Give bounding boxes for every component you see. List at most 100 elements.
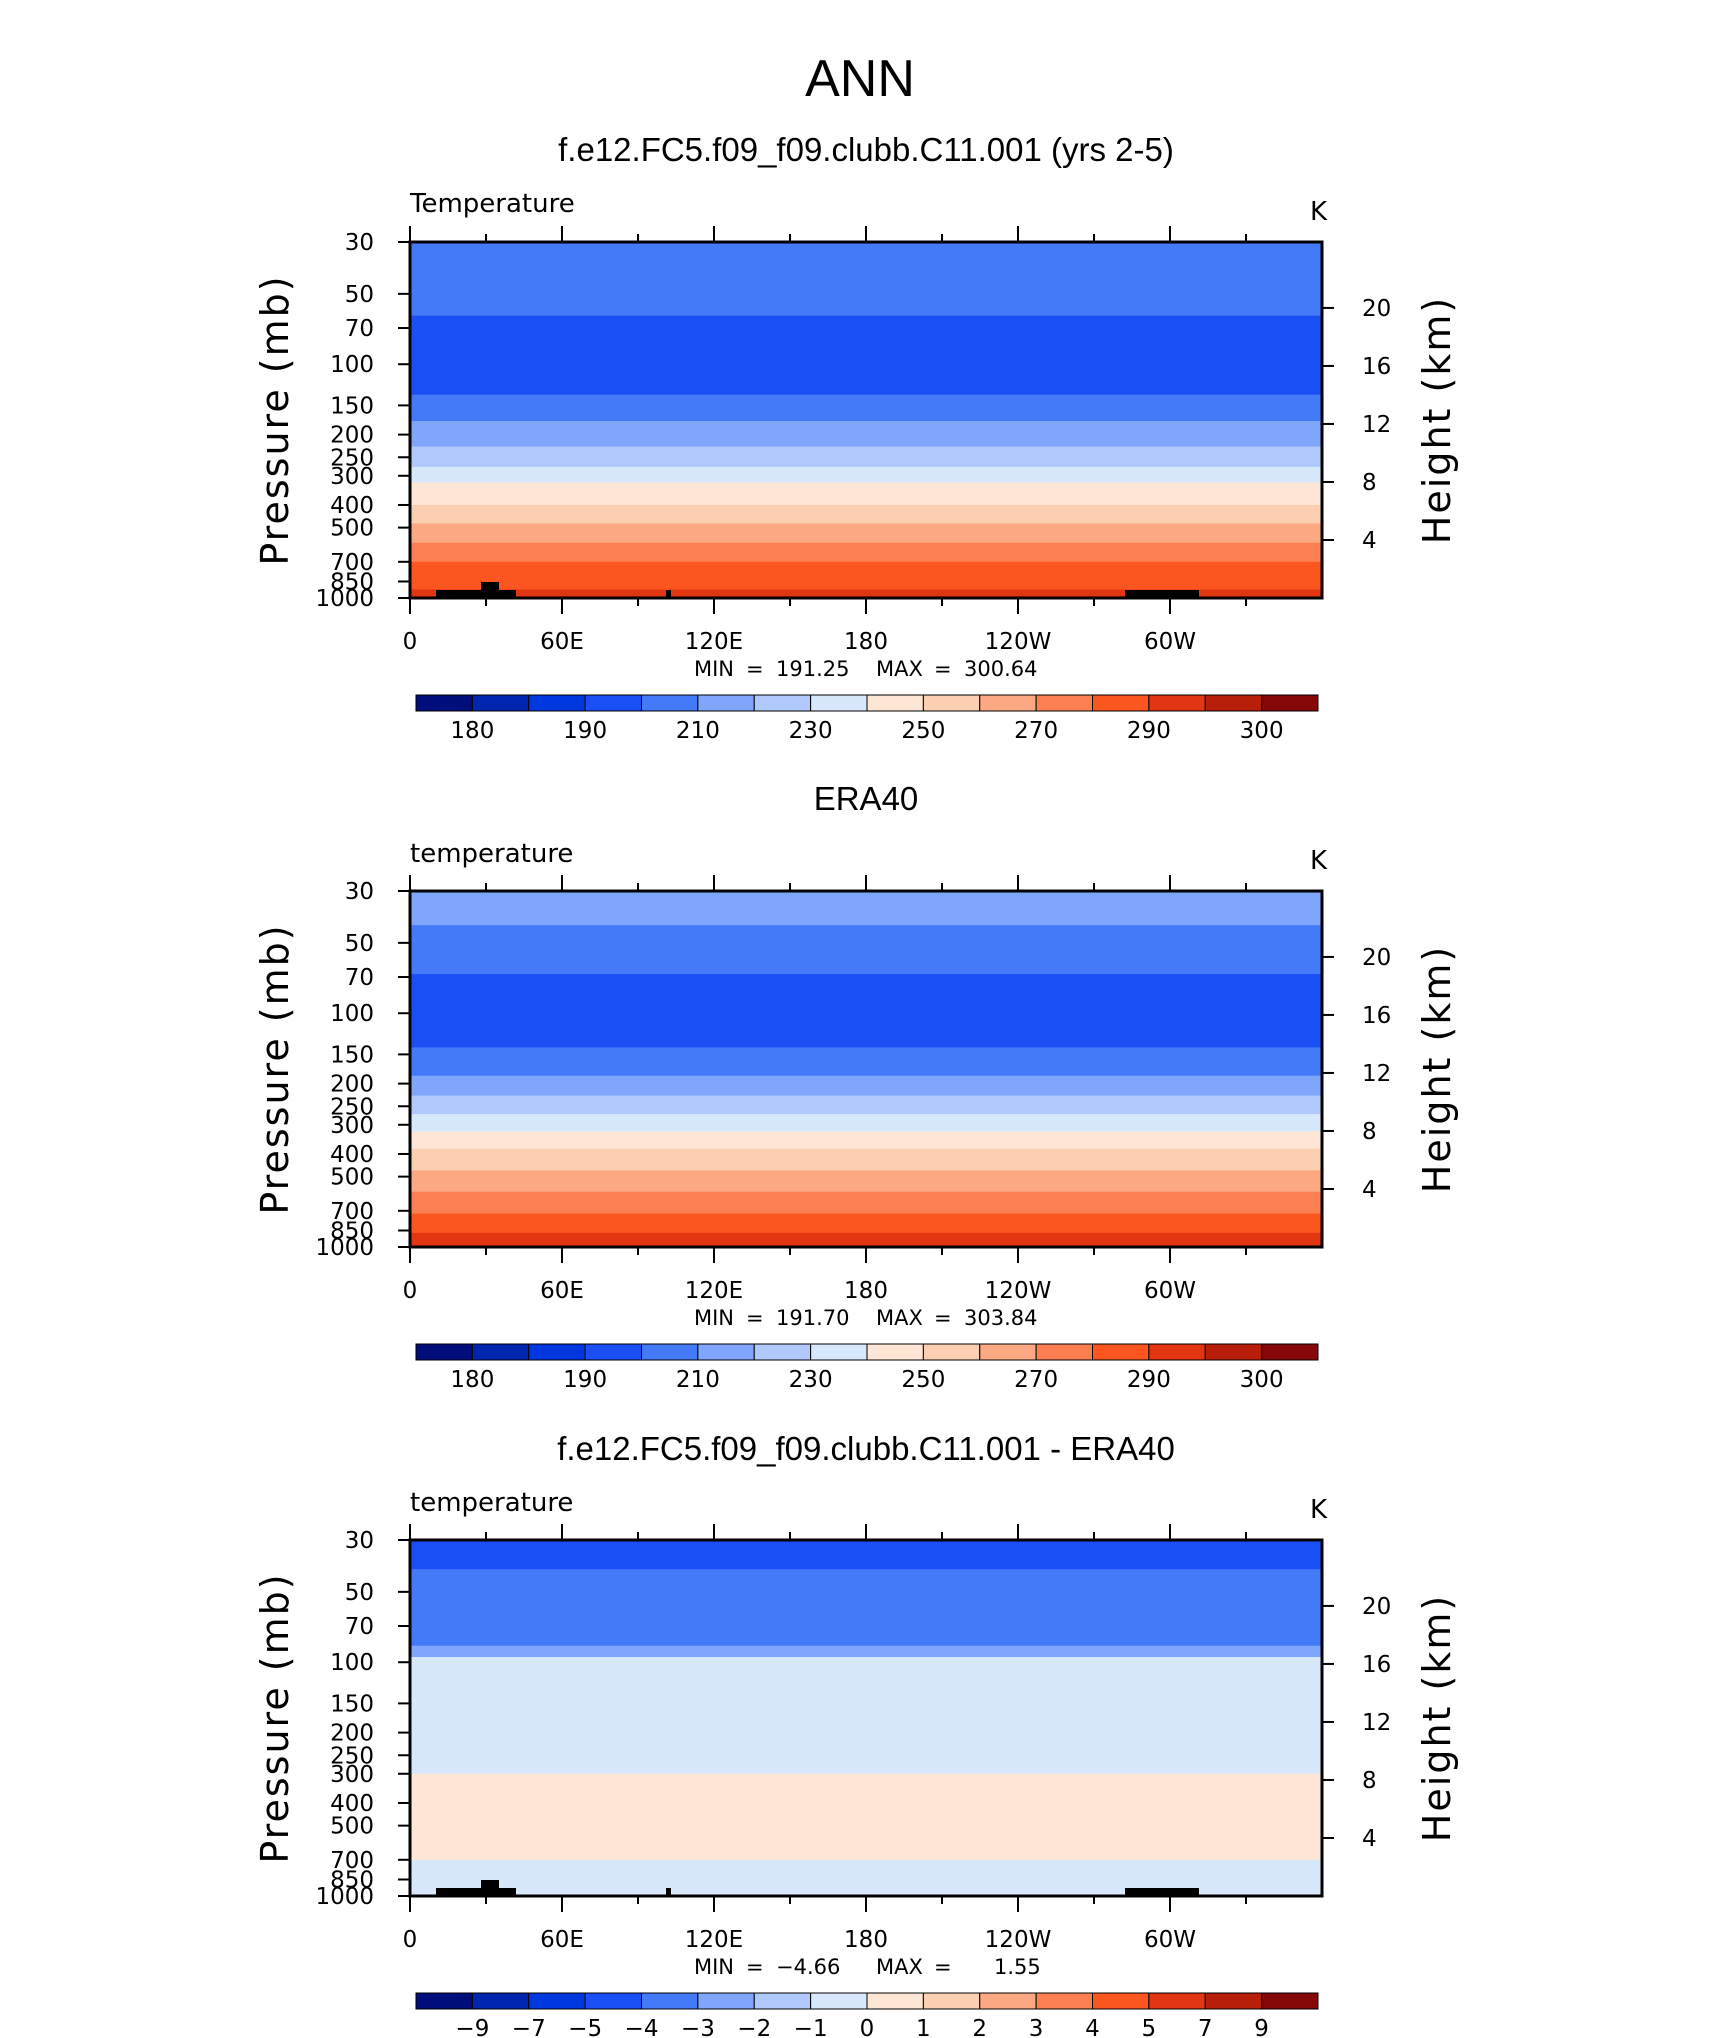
colorbar-box [1204, 694, 1263, 712]
y-tick-label: 300 [330, 464, 374, 490]
min-value: −4.66 [776, 1955, 840, 1979]
contour-band [410, 1232, 1322, 1248]
colorbar-label: −2 [737, 2016, 771, 2038]
panel-title: ERA40 [814, 780, 919, 817]
variable-label: temperature [410, 839, 573, 869]
y-tick-label: 70 [345, 1614, 374, 1640]
x-tick-label: 60W [1144, 629, 1196, 655]
panel-difference: f.e12.FC5.f09_f09.clubb.C11.001 - ERA40 … [253, 1430, 1459, 2038]
contour-band [410, 263, 1322, 317]
contour-band [410, 974, 1322, 1048]
colorbar-label: 230 [789, 718, 833, 744]
colorbar-box [584, 1343, 642, 1361]
contour-band [410, 561, 1322, 591]
colorbar-label: 3 [1029, 2016, 1044, 2038]
figure-title: ANN [805, 50, 915, 108]
colorbar-label: 290 [1127, 1367, 1171, 1393]
y-tick-label: 150 [330, 1691, 374, 1717]
colorbar-label: 290 [1127, 718, 1171, 744]
y-tick-label: 1000 [315, 1235, 374, 1261]
y-tick-label: 850 [330, 570, 374, 596]
y2-tick-label: 12 [1362, 1710, 1391, 1736]
colorbar-label: −4 [625, 2016, 659, 2038]
min-label: MIN [694, 1955, 734, 1979]
max-equals: = [934, 1955, 952, 1979]
colorbar-box [979, 1992, 1037, 2010]
y2-tick-label: 4 [1362, 1177, 1377, 1203]
colorbar-label: −1 [794, 2016, 828, 2038]
min-equals: = [746, 1955, 764, 1979]
colorbar-box [584, 694, 642, 712]
y-tick-label: 1000 [315, 1884, 374, 1910]
colorbar-label: 2 [972, 2016, 987, 2038]
contour-band [410, 1191, 1322, 1215]
max-value: 303.84 [964, 1306, 1037, 1330]
min-value: 191.25 [776, 657, 849, 681]
contour-band [410, 446, 1322, 468]
colorbar-box [471, 1343, 530, 1361]
colorbar-box [1204, 1992, 1263, 2010]
colorbar-label: 190 [563, 718, 607, 744]
max-value: 300.64 [964, 657, 1037, 681]
y-tick-label: 300 [330, 1762, 374, 1788]
max-equals: = [934, 657, 952, 681]
contour-band [410, 1569, 1322, 1647]
x-tick-label: 60W [1144, 1927, 1196, 1953]
y-tick-label: 50 [345, 1580, 374, 1606]
y-tick-label: 70 [345, 965, 374, 991]
y2-axis-title: Height (km) [1415, 945, 1459, 1193]
y-tick-label: 200 [330, 423, 374, 449]
y-tick-label: 30 [345, 879, 374, 905]
x-tick-label: 180 [844, 1278, 888, 1304]
units-label: K [1310, 197, 1328, 227]
colorbar-box [1092, 1992, 1150, 2010]
topography-block [666, 1888, 671, 1896]
variable-label: Temperature [409, 189, 575, 219]
colorbar-label: 210 [676, 1367, 720, 1393]
contour-band [410, 394, 1322, 422]
y-tick-label: 500 [330, 1165, 374, 1191]
colorbar-label: −7 [512, 2016, 546, 2038]
colorbar-label: 190 [563, 1367, 607, 1393]
x-tick-label: 0 [403, 1927, 418, 1953]
panel-model: f.e12.FC5.f09_f09.clubb.C11.001 (yrs 2-5… [253, 131, 1459, 744]
colorbar-box [1092, 694, 1150, 712]
colorbar-box [697, 694, 755, 712]
y-tick-label: 250 [330, 445, 374, 471]
y-tick-label: 700 [330, 1848, 374, 1874]
colorbar-box [471, 694, 530, 712]
colorbar-label: 4 [1085, 2016, 1100, 2038]
y-tick-label: 200 [330, 1072, 374, 1098]
colorbar-box [1035, 694, 1093, 712]
x-tick-label: 60E [540, 1278, 584, 1304]
panel-obs: ERA40 temperature K Pressure (mb) Height… [253, 780, 1459, 1393]
max-label: MAX [876, 1955, 923, 1979]
units-label: K [1310, 1495, 1328, 1525]
y2-tick-label: 16 [1362, 1652, 1391, 1678]
colorbar-box [922, 694, 981, 712]
y2-tick-label: 12 [1362, 412, 1391, 438]
y-tick-label: 200 [330, 1721, 374, 1747]
x-tick-label: 120W [985, 1927, 1052, 1953]
colorbar-box [528, 1343, 586, 1361]
x-tick-label: 120W [985, 1278, 1052, 1304]
colorbar-box [1148, 694, 1206, 712]
y2-tick-label: 8 [1362, 470, 1377, 496]
contour-band [410, 1114, 1322, 1132]
topography-block [481, 1880, 499, 1896]
topography-block [1125, 1888, 1199, 1896]
y2-tick-label: 20 [1362, 296, 1391, 322]
contour-band [410, 523, 1322, 544]
y-tick-label: 30 [345, 1528, 374, 1554]
y-tick-label: 400 [330, 493, 374, 519]
colorbar-box [415, 694, 473, 712]
colorbar-box [866, 694, 924, 712]
colorbar-label: −3 [681, 2016, 715, 2038]
y-tick-label: 500 [330, 516, 374, 542]
y-tick-label: 150 [330, 393, 374, 419]
x-tick-label: 60W [1144, 1278, 1196, 1304]
colorbar-box [1092, 1343, 1150, 1361]
y2-tick-label: 12 [1362, 1061, 1391, 1087]
x-tick-label: 180 [844, 629, 888, 655]
colorbar-box [979, 694, 1037, 712]
